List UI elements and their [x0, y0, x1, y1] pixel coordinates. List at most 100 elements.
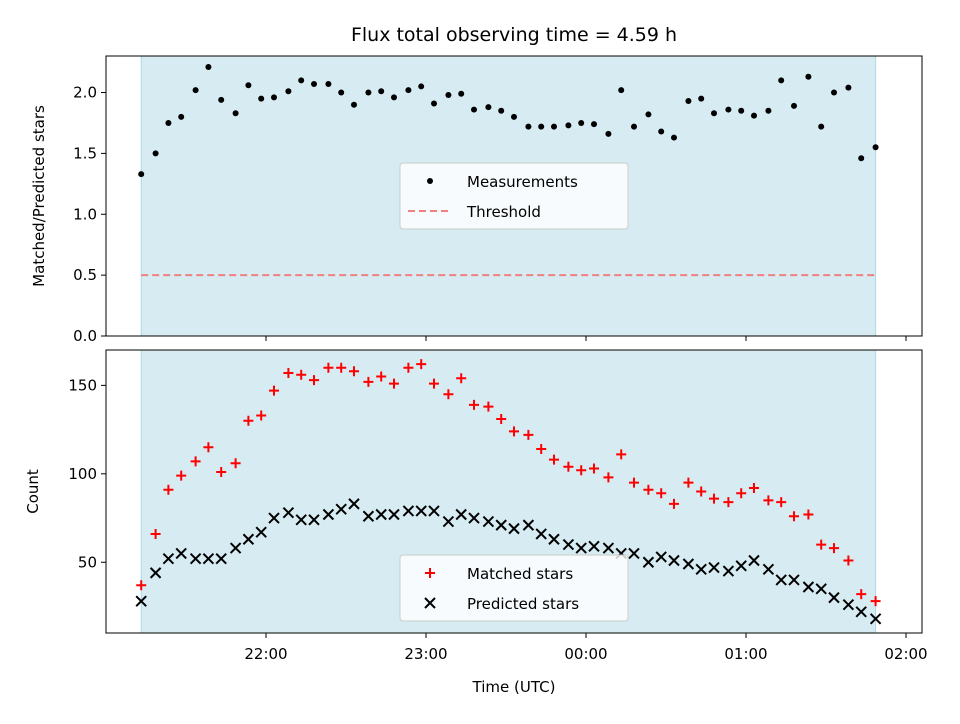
chart-title: Flux total observing time = 4.59 h: [351, 24, 677, 46]
matched-star-point: [190, 456, 201, 467]
predicted-star-point: [788, 574, 800, 586]
measurement-point: [618, 87, 625, 94]
measurement-point: [165, 119, 172, 126]
measurement-point: [538, 123, 545, 130]
measurement-point: [218, 96, 225, 103]
measurement-point: [511, 113, 517, 120]
predicted-star-point: [842, 598, 855, 611]
y-tick-label: 0.0: [73, 327, 97, 345]
y-axis-label: Count: [24, 469, 42, 514]
matched-star-point: [309, 375, 319, 386]
y-tick-label: 150: [68, 376, 97, 394]
measurement-point: [232, 110, 239, 117]
predicted-star-point: [135, 595, 147, 607]
x-tick-label: 00:00: [564, 645, 607, 663]
matched-star-point: [536, 444, 547, 455]
predicted-star-point: [202, 553, 215, 565]
measurement-point: [285, 88, 292, 95]
matched-star-point: [416, 359, 427, 370]
count-panel: 50 100 150 22:00 23:00 00:00 01:00 02:00 Count Ma…: [24, 349, 928, 663]
measurement-point: [431, 100, 437, 107]
matched-star-point: [349, 366, 359, 377]
matched-star-point: [656, 488, 667, 499]
matched-star-point: [296, 369, 307, 380]
predicted-star-point: [548, 533, 560, 545]
measurement-point: [725, 106, 732, 113]
measurement-point: [591, 121, 597, 128]
measurement-point: [192, 87, 199, 94]
predicted-star-point: [775, 574, 787, 586]
measurement-point: [178, 113, 185, 120]
matched-star-point: [389, 378, 399, 389]
measurement-point: [258, 95, 265, 102]
x-tick-label: 01:00: [724, 645, 767, 663]
matched-star-point: [523, 429, 534, 440]
predicted-star-point: [442, 515, 455, 528]
measurement-point: [338, 89, 345, 96]
measurement-point: [818, 123, 825, 130]
predicted-star-point: [668, 554, 680, 567]
measurement-point: [831, 89, 837, 96]
predicted-star-point: [428, 505, 440, 517]
predicted-star-point: [468, 512, 480, 524]
measurement-point: [351, 101, 357, 108]
predicted-star-point: [229, 542, 242, 554]
y-tick-label: 50: [78, 553, 97, 571]
predicted-star-point: [575, 542, 587, 554]
predicted-star-point: [748, 554, 760, 567]
predicted-star-point: [522, 519, 535, 531]
measurement-point: [765, 107, 772, 114]
predicted-star-point: [415, 505, 427, 517]
predicted-star-point: [375, 508, 387, 521]
predicted-star-point: [535, 528, 547, 540]
legend-label: Measurements: [467, 173, 578, 191]
matched-star-point: [683, 477, 694, 488]
predicted-star-point: [388, 508, 400, 521]
predicted-star-point: [322, 508, 335, 521]
measurement-point: [325, 81, 332, 87]
matched-star-point: [256, 410, 267, 421]
measurement-point: [658, 128, 665, 135]
measurement-point: [205, 63, 212, 70]
matched-star-point: [816, 539, 827, 550]
measurement-point: [471, 106, 477, 113]
matched-star-point: [443, 389, 454, 400]
measurement-point: [605, 130, 612, 137]
ratio-panel: 0.0 0.5 1.0 1.5 2.0 Matched/Predicted stars Me…: [30, 55, 923, 345]
measurement-point: [711, 110, 717, 117]
legend-label: Threshold: [466, 203, 541, 221]
measurement-point: [685, 98, 692, 105]
matched-star-point: [163, 484, 174, 495]
matched-star-point: [563, 461, 574, 472]
measurement-point: [485, 104, 492, 111]
matched-star-point: [629, 477, 639, 488]
measurement-point: [458, 90, 465, 97]
x-tick-label: 02:00: [884, 645, 927, 663]
predicted-star-point: [682, 558, 695, 570]
matched-star-point: [803, 509, 814, 520]
measurement-point: [245, 82, 252, 89]
predicted-star-point: [335, 503, 347, 515]
matched-star-point: [856, 589, 867, 600]
measurement-point: [311, 81, 317, 87]
predicted-star-point: [362, 510, 375, 522]
predicted-star-point: [455, 508, 467, 521]
legend-box: [399, 554, 629, 622]
matched-star-point: [763, 495, 774, 506]
legend-label: Matched stars: [467, 565, 573, 583]
measurement-point: [551, 123, 557, 130]
legend: Measurements Threshold: [399, 162, 629, 230]
matched-star-point: [789, 511, 799, 522]
measurement-point: [645, 111, 652, 118]
legend-label: Predicted stars: [467, 595, 579, 613]
matched-star-point: [843, 555, 854, 566]
x-tick-label: 22:00: [244, 645, 287, 663]
predicted-star-point: [735, 560, 747, 572]
predicted-star-point: [242, 533, 255, 545]
axes-frame: [105, 55, 923, 337]
matched-star-point: [723, 497, 734, 508]
matched-star-point: [176, 470, 187, 481]
predicted-star-point: [562, 538, 575, 551]
matched-star-point: [363, 376, 374, 387]
predicted-star-point: [762, 563, 775, 576]
